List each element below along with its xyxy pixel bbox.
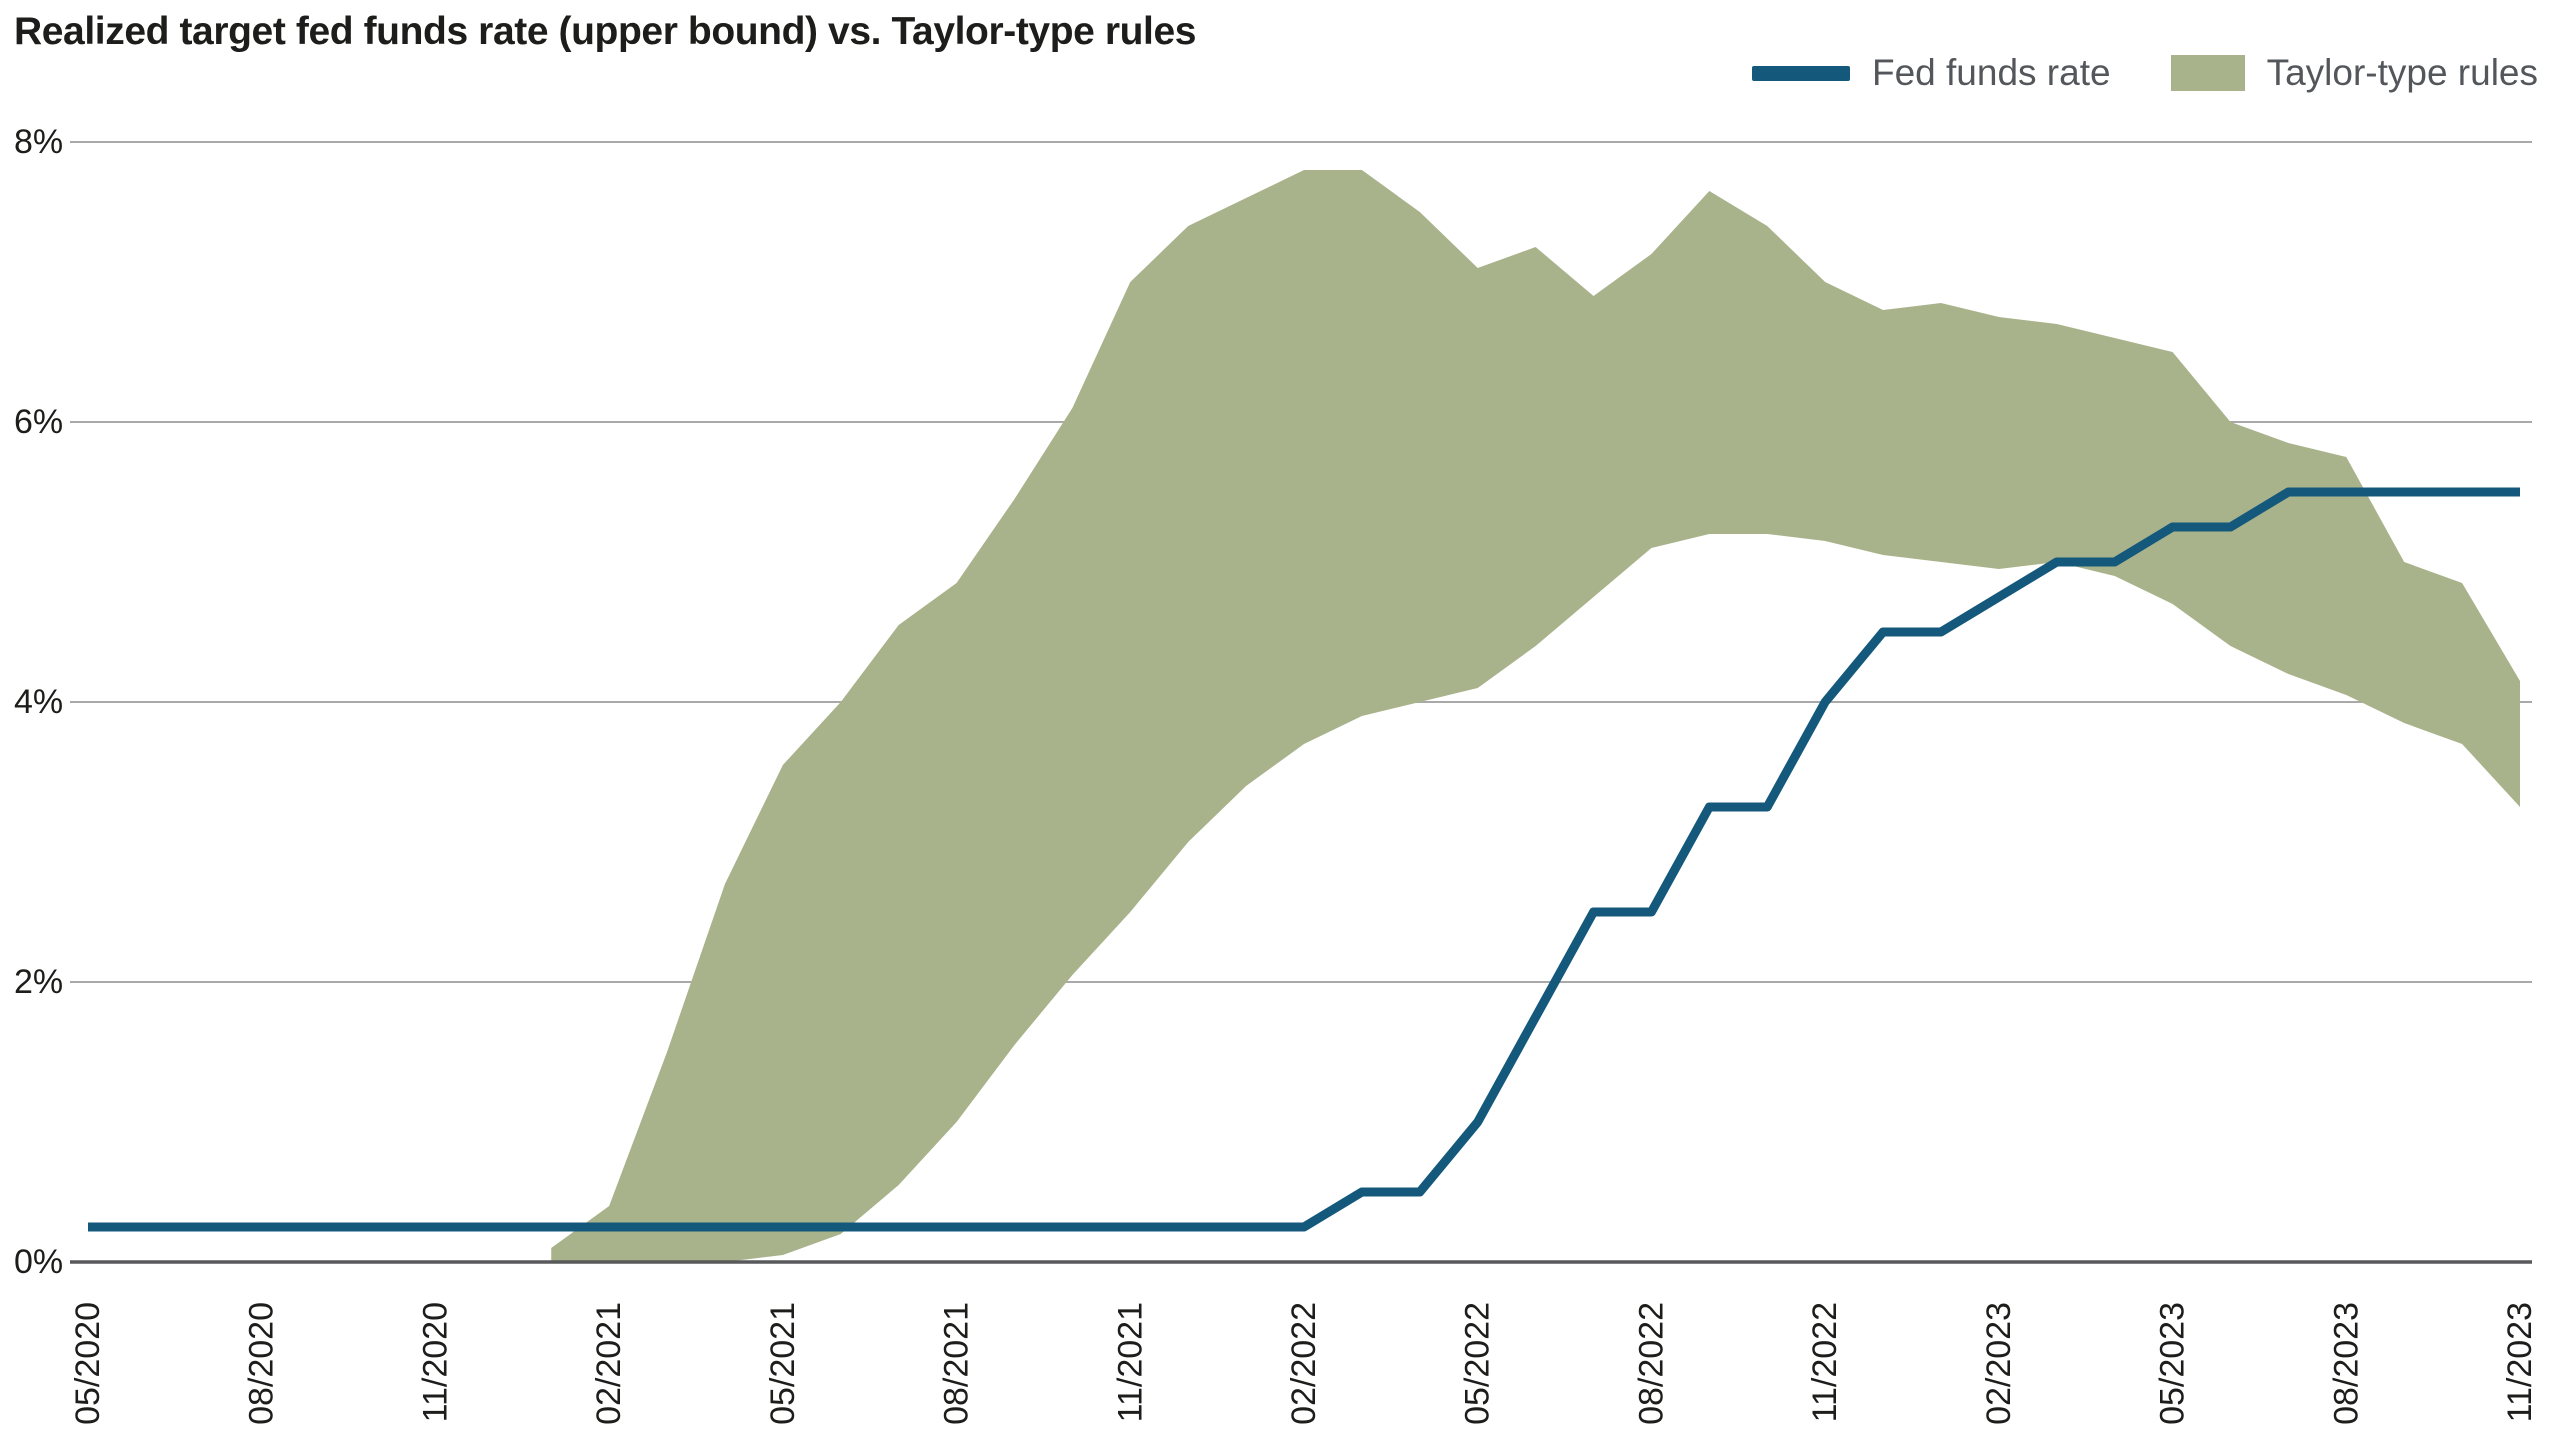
x-tick-label-11-2022: 11/2022: [1806, 1302, 1844, 1422]
legend-item-taylor-rules: Taylor-type rules: [2170, 52, 2538, 94]
legend: Fed funds rate Taylor-type rules: [1751, 52, 2538, 94]
x-tick-label-08-2020: 08/2020: [243, 1302, 281, 1425]
taylor-rules-band: [551, 170, 2521, 1262]
legend-label-taylor-rules: Taylor-type rules: [2266, 52, 2538, 93]
x-tick-label-05-2020: 05/2020: [69, 1302, 107, 1425]
x-tick-label-05-2023: 05/2023: [2154, 1302, 2192, 1425]
y-tick-label-2%: 2%: [14, 963, 63, 1001]
taylor-rules-area-swatch: [2170, 55, 2245, 91]
x-tick-label-11-2020: 11/2020: [416, 1302, 454, 1422]
chart-title: Realized target fed funds rate (upper bo…: [14, 10, 1197, 53]
y-tick-label-0%: 0%: [14, 1243, 63, 1281]
legend-label-fed-funds: Fed funds rate: [1871, 52, 2111, 93]
x-tick-label-08-2021: 08/2021: [938, 1302, 976, 1425]
x-tick-label-08-2022: 08/2022: [1632, 1302, 1670, 1425]
legend-item-fed-funds: Fed funds rate: [1751, 52, 2111, 94]
y-tick-label-6%: 6%: [14, 403, 63, 441]
x-tick-label-08-2023: 08/2023: [2327, 1302, 2365, 1425]
x-tick-label-02-2023: 02/2023: [1980, 1302, 2018, 1425]
x-tick-label-02-2021: 02/2021: [590, 1302, 628, 1425]
x-tick-label-05-2021: 05/2021: [764, 1302, 802, 1425]
fed-funds-line-swatch: [1751, 65, 1850, 81]
y-tick-label-8%: 8%: [14, 123, 63, 161]
x-tick-label-11-2023: 11/2023: [2501, 1302, 2539, 1422]
fed-funds-line: [88, 487, 2520, 1232]
y-tick-label-4%: 4%: [14, 683, 63, 721]
x-tick-label-11-2021: 11/2021: [1111, 1302, 1149, 1422]
x-tick-label-05-2022: 05/2022: [1459, 1302, 1497, 1425]
x-tick-label-02-2022: 02/2022: [1285, 1302, 1323, 1425]
